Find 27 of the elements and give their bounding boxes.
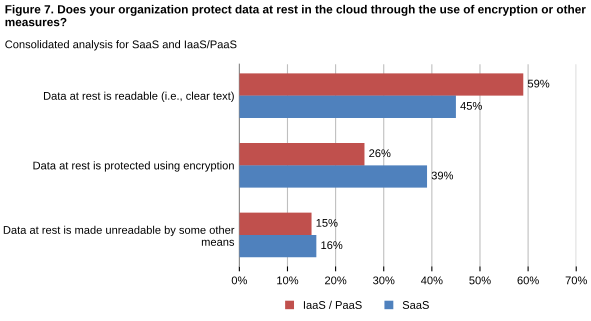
y-tick-label: Data at rest is readable (i.e., clear text) (44, 92, 234, 102)
bar (239, 96, 456, 118)
x-tick-label: 30% (373, 276, 394, 284)
x-tick-label: 0% (232, 276, 247, 284)
x-tick-label: 10% (277, 276, 298, 284)
x-tick-label: 60% (518, 276, 539, 284)
x-tick-label: 70% (566, 276, 587, 284)
x-tick-label: 50% (469, 276, 491, 284)
x-tick-label: 20% (325, 276, 346, 284)
chart-title: Figure 7. Does your organization protect data at rest in the cloud through the use of encryption or other measures? (6, 4, 586, 26)
legend-label: SaaS (402, 301, 429, 309)
bar (239, 143, 364, 166)
y-tick-label: Data at rest is made unreadable by some other means (4, 226, 234, 246)
data-label: 59% (528, 80, 550, 88)
bar (239, 234, 316, 258)
y-tick-label: Data at rest is protected using encryption (33, 161, 234, 172)
legend-label: IaaS / PaaS (304, 300, 362, 309)
bar (239, 165, 428, 188)
bar (239, 212, 312, 235)
bar (239, 73, 524, 96)
data-label: 26% (369, 149, 390, 158)
data-label: 45% (460, 102, 482, 110)
x-tick-label: 40% (420, 276, 443, 284)
text: Consolidated analysis for SaaS and IaaS/PaaS (5, 40, 236, 50)
data-label: 16% (321, 241, 342, 250)
data-label: 15% (316, 218, 338, 227)
data-label: 39% (432, 172, 454, 180)
